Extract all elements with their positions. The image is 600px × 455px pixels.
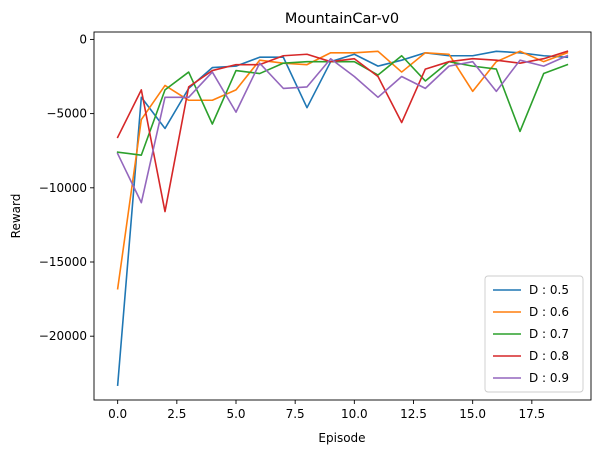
series-line-5 bbox=[116, 54, 569, 204]
legend-label: D : 0.8 bbox=[529, 349, 569, 363]
chart-title: MountainCar-v0 bbox=[285, 11, 399, 27]
y-tick-label: 0 bbox=[79, 32, 87, 46]
x-tick-label: 10.0 bbox=[341, 407, 368, 421]
x-tick-label: 17.5 bbox=[518, 407, 545, 421]
x-tick-label: 7.5 bbox=[286, 407, 305, 421]
plot-area: 0.0 2.5 5.0 7.5 10.0 12.5 15.0 17.5 0 −5000 −10000… bbox=[39, 31, 592, 421]
x-axis-title: Episode bbox=[318, 431, 365, 445]
y-axis-title: Reward bbox=[9, 194, 23, 239]
x-tick-label: 15.0 bbox=[459, 407, 486, 421]
x-tick-label: 0.0 bbox=[108, 407, 127, 421]
plot-frame bbox=[93, 31, 592, 401]
x-tick-label: 12.5 bbox=[400, 407, 427, 421]
y-tick-label: −5000 bbox=[46, 107, 87, 121]
y-tick-label: −15000 bbox=[39, 255, 87, 269]
series-line-2 bbox=[116, 50, 569, 290]
legend-label: D : 0.5 bbox=[529, 283, 569, 297]
legend-box bbox=[484, 275, 584, 393]
legend-label: D : 0.7 bbox=[529, 327, 569, 341]
legend-label: D : 0.6 bbox=[529, 305, 569, 319]
series-line-3 bbox=[116, 54, 569, 156]
y-tick-label: −20000 bbox=[39, 329, 87, 343]
series-line-4 bbox=[116, 50, 569, 213]
x-tick-label: 2.5 bbox=[167, 407, 186, 421]
x-tick-label: 5.0 bbox=[226, 407, 245, 421]
y-tick-label: −10000 bbox=[39, 181, 87, 195]
legend-label: D : 0.9 bbox=[529, 371, 569, 385]
